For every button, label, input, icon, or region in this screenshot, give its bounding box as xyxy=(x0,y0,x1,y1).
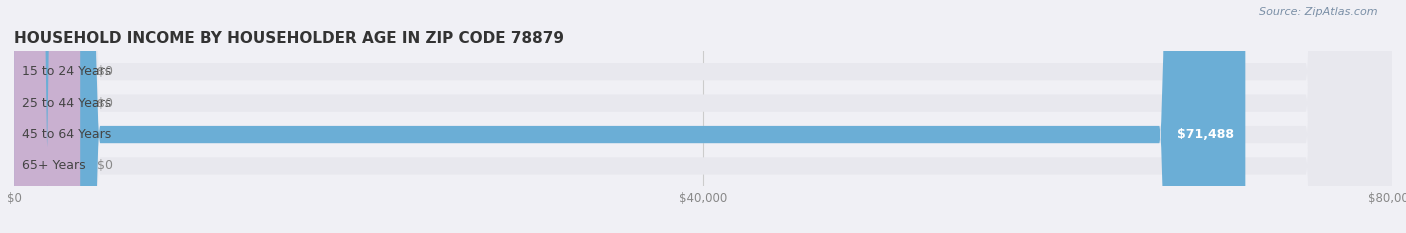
FancyBboxPatch shape xyxy=(14,0,1392,233)
Text: 15 to 24 Years: 15 to 24 Years xyxy=(22,65,111,78)
Text: $0: $0 xyxy=(97,159,112,172)
FancyBboxPatch shape xyxy=(14,0,80,233)
Text: $71,488: $71,488 xyxy=(1177,128,1234,141)
Text: $0: $0 xyxy=(97,65,112,78)
Text: $0: $0 xyxy=(97,97,112,110)
FancyBboxPatch shape xyxy=(14,0,1246,233)
Text: HOUSEHOLD INCOME BY HOUSEHOLDER AGE IN ZIP CODE 78879: HOUSEHOLD INCOME BY HOUSEHOLDER AGE IN Z… xyxy=(14,31,564,46)
FancyBboxPatch shape xyxy=(14,0,1392,233)
Text: Source: ZipAtlas.com: Source: ZipAtlas.com xyxy=(1260,7,1378,17)
Text: 65+ Years: 65+ Years xyxy=(22,159,86,172)
Text: 25 to 44 Years: 25 to 44 Years xyxy=(22,97,111,110)
FancyBboxPatch shape xyxy=(14,0,1392,233)
Text: 45 to 64 Years: 45 to 64 Years xyxy=(22,128,111,141)
FancyBboxPatch shape xyxy=(14,0,1392,233)
FancyBboxPatch shape xyxy=(14,0,80,233)
FancyBboxPatch shape xyxy=(14,0,80,233)
